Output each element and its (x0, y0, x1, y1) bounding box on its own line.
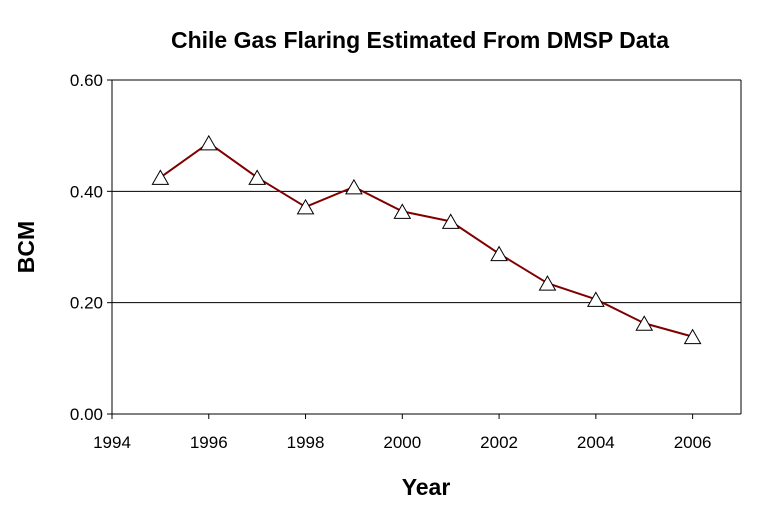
data-point-2001 (441, 213, 460, 229)
chart-title: Chile Gas Flaring Estimated From DMSP Da… (171, 27, 669, 53)
y-tick-label-0: 0.00 (70, 405, 103, 424)
x-tick-label-4: 2002 (480, 433, 518, 452)
data-point-1997 (248, 169, 267, 185)
y-tick-label-3: 0.60 (70, 71, 103, 90)
y-tick-label-1: 0.20 (70, 294, 103, 313)
x-tick-label-2: 1998 (287, 433, 325, 452)
x-tick-label-0: 1994 (93, 433, 131, 452)
data-point-2005 (635, 315, 654, 331)
data-point-1995 (151, 169, 170, 185)
data-point-2002 (490, 245, 508, 262)
x-tick-label-6: 2006 (674, 433, 712, 452)
y-axis-label: BCM (13, 221, 39, 273)
data-point-2000 (393, 203, 412, 219)
data-point-1996 (199, 134, 218, 151)
data-point-1999 (345, 178, 363, 195)
tick-labels: 0.00 0.20 0.40 0.60 1994 1996 1998 2000 2002 2004… (70, 71, 712, 452)
data-point-2004 (586, 291, 605, 307)
grid (112, 190, 741, 304)
plot-area-frame (112, 80, 741, 414)
data-point-2006 (683, 328, 702, 345)
series-line-0 (159, 141, 693, 338)
data-point-1998 (296, 198, 315, 215)
data-point-2003 (538, 275, 557, 291)
x-tick-label-3: 2000 (383, 433, 421, 452)
x-tick-label-5: 2004 (577, 433, 615, 452)
series-group (151, 134, 702, 345)
x-tick-label-1: 1996 (190, 433, 228, 452)
axes (107, 79, 742, 419)
y-tick-label-2: 0.40 (70, 182, 103, 201)
x-axis-label: Year (402, 474, 451, 500)
